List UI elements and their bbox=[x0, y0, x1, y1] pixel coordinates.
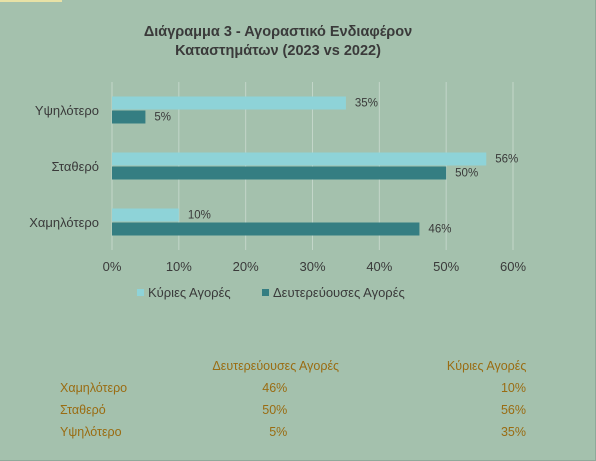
table-row: Σταθερό 50% 56% bbox=[60, 399, 596, 421]
legend-swatch bbox=[137, 289, 144, 296]
table-row-label: Σταθερό bbox=[60, 403, 106, 417]
data-label: 5% bbox=[154, 112, 171, 124]
x-tick-label: 30% bbox=[299, 259, 325, 274]
table-row: Χαμηλότερο 46% 10% bbox=[60, 377, 596, 399]
x-tick-label: 0% bbox=[103, 259, 122, 274]
bar bbox=[112, 222, 420, 236]
chart-title-line-2: Καταστημάτων (2023 vs 2022) bbox=[175, 43, 381, 59]
x-tick-label: 60% bbox=[500, 259, 526, 274]
table-row-label: Υψηλότερο bbox=[60, 425, 122, 439]
bar bbox=[112, 110, 146, 124]
table-cell-secondary: 5% bbox=[269, 425, 288, 439]
table-row-label: Χαμηλότερο bbox=[60, 381, 128, 395]
table-header-empty bbox=[60, 355, 174, 377]
category-label: Υψηλότερο bbox=[35, 103, 99, 118]
table-header-row: Δευτερεύουσες Αγορές Κύριες Αγορές bbox=[60, 355, 596, 377]
x-tick-label: 40% bbox=[366, 259, 392, 274]
data-label: 56% bbox=[495, 154, 518, 166]
top-accent-bar bbox=[0, 0, 62, 2]
table-cell-primary: 10% bbox=[500, 381, 526, 395]
legend-swatch bbox=[262, 289, 269, 296]
data-label: 35% bbox=[355, 98, 378, 110]
table-cell-primary: 35% bbox=[500, 425, 526, 439]
table-cell-secondary: 50% bbox=[262, 403, 288, 417]
x-tick-label: 10% bbox=[166, 259, 192, 274]
table-cell-secondary: 46% bbox=[262, 381, 288, 395]
table-header-secondary: Δευτερεύουσες Αγορές bbox=[212, 359, 340, 373]
legend-label: Δευτερεύουσες Αγορές bbox=[273, 285, 405, 300]
bar bbox=[112, 152, 487, 166]
x-tick-label: 20% bbox=[233, 259, 259, 274]
table-header-primary: Κύριες Αγορές bbox=[446, 359, 527, 373]
bar bbox=[112, 166, 447, 180]
category-label: Χαμηλότερο bbox=[29, 215, 99, 230]
data-table: Δευτερεύουσες Αγορές Κύριες Αγορές Χαμηλ… bbox=[60, 355, 596, 443]
bar bbox=[112, 96, 346, 110]
chart-title-line-1: Διάγραμμα 3 - Αγοραστικό Ενδιαφέρον bbox=[143, 24, 413, 40]
category-label: Σταθερό bbox=[51, 159, 99, 174]
data-label: 46% bbox=[428, 224, 451, 236]
table-row: Υψηλότερο 5% 35% bbox=[60, 421, 596, 443]
bar-chart: 0% 10% 20% 30% 40% 50% 60% Υψηλότερο 35% 5% Σταθερ… bbox=[29, 82, 526, 300]
legend-label: Κύριες Αγορές bbox=[148, 285, 231, 300]
data-label: 50% bbox=[455, 168, 478, 180]
table-cell-primary: 56% bbox=[500, 403, 526, 417]
data-label: 10% bbox=[188, 210, 211, 222]
bar bbox=[112, 208, 179, 222]
x-tick-label: 50% bbox=[433, 259, 459, 274]
